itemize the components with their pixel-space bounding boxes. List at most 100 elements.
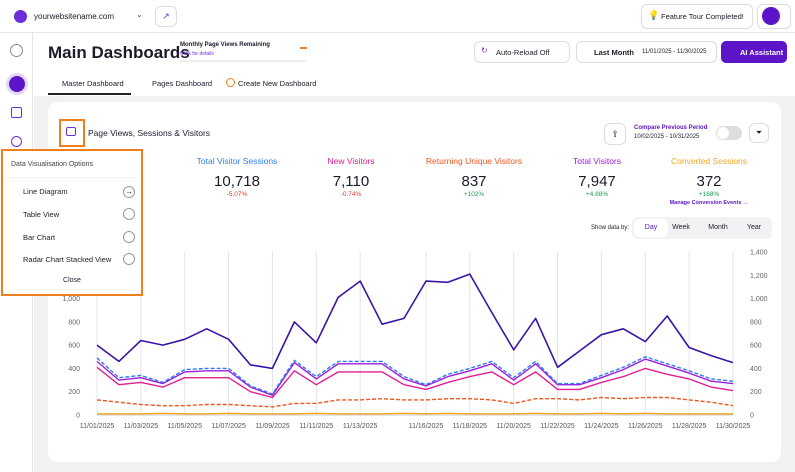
- page-title: Main Dashboards: [48, 43, 190, 62]
- export[interactable]: ⇪: [604, 123, 626, 145]
- compare-label: Compare Previous Period: [634, 125, 708, 131]
- stat-change: +4.88%: [585, 191, 609, 198]
- avatar: [762, 7, 780, 25]
- ai-button[interactable]: [721, 41, 787, 63]
- y-tick-label: 200: [68, 389, 80, 396]
- nav-collapse[interactable]: [10, 44, 23, 57]
- option[interactable]: Line Diagram: [23, 187, 68, 196]
- y2-tick-label: 1,200: [750, 273, 768, 280]
- quota-label: Monthly Page Views Remaining: [180, 42, 270, 48]
- series-line: [96, 356, 734, 395]
- site-name[interactable]: yourwebsitename.com: [34, 12, 115, 21]
- stat-value: 7,110: [332, 173, 370, 190]
- toggle-knob: [717, 127, 729, 139]
- manage-link[interactable]: Manage Conversion Events →: [669, 200, 749, 206]
- tour-text: Feature Tour Completed!: [661, 12, 744, 21]
- panel-title: Page Views, Sessions & Visitors: [88, 128, 211, 138]
- stat-value: 372: [696, 173, 722, 190]
- auto-reload-text: Auto-Reload Off: [496, 48, 550, 57]
- option-radio[interactable]: [123, 208, 135, 220]
- y-tick-label: 600: [68, 343, 80, 350]
- period: Last Month: [594, 48, 634, 57]
- segment[interactable]: Month: [708, 224, 728, 231]
- x-tick-label: 11/05/2025: [167, 423, 202, 430]
- site-icon: [14, 10, 27, 23]
- y-tick-label: 400: [68, 366, 80, 373]
- reload-icon: ↻: [481, 46, 488, 55]
- top-bar: [0, 0, 795, 33]
- tour-button[interactable]: [641, 4, 753, 29]
- stat-change: +168%: [698, 191, 720, 198]
- y2-tick-label: 200: [750, 389, 762, 396]
- x-tick-label: 11/11/2025: [299, 423, 333, 430]
- x-tick-label: 11/24/2025: [584, 423, 619, 430]
- stat-label: Converted Sessions: [670, 156, 748, 166]
- stat-change: +102%: [463, 191, 485, 198]
- viz-icon: [66, 127, 76, 136]
- stat-change: -5.07%: [226, 191, 248, 198]
- x-tick-label: 11/18/2025: [453, 423, 488, 430]
- x-tick-label: 11/26/2025: [628, 423, 663, 430]
- popup-title: Data Visualisation Options: [11, 161, 93, 168]
- y2-tick-label: 1,400: [750, 250, 768, 257]
- nav-item[interactable]: [11, 107, 22, 118]
- stat-label: New Visitors: [327, 156, 375, 166]
- quota-bar: [180, 60, 306, 62]
- x-tick-label: 11/13/2025: [343, 423, 378, 430]
- filter[interactable]: ⏷: [749, 123, 769, 143]
- segment[interactable]: Year: [746, 224, 762, 231]
- segment[interactable]: Week: [672, 224, 690, 231]
- ai-text: AI Assistant: [740, 48, 784, 57]
- period-select[interactable]: [576, 41, 717, 63]
- x-tick-label: 11/22/2025: [540, 423, 575, 430]
- option[interactable]: Radar Chart Stacked View: [23, 255, 112, 264]
- y2-tick-label: 1,000: [750, 296, 768, 303]
- site-chevron[interactable]: ⌄: [136, 10, 143, 19]
- option[interactable]: Bar Chart: [23, 233, 56, 242]
- option-radio[interactable]: →: [123, 186, 135, 198]
- y2-tick-label: 0: [750, 413, 754, 420]
- tab-underline: [48, 93, 131, 95]
- option[interactable]: Table View: [23, 210, 60, 219]
- series-line: [96, 273, 734, 370]
- x-tick-label: 11/09/2025: [255, 423, 290, 430]
- tab[interactable]: Master Dashboard: [62, 79, 124, 88]
- option-radio[interactable]: [123, 231, 135, 243]
- compare-range: 10/02/2025 - 10/31/2025: [634, 134, 700, 140]
- nav-dashboard[interactable]: [6, 73, 28, 95]
- card: [48, 102, 781, 462]
- quota-fill: [300, 47, 307, 49]
- series-line: [96, 396, 734, 408]
- viz-popup: Data Visualisation Options Line Diagram …: [1, 149, 143, 296]
- stat-value: 10,718: [214, 173, 260, 190]
- tab[interactable]: Pages Dashboard: [152, 79, 213, 88]
- viz-toggle[interactable]: [59, 119, 85, 147]
- series-line: [97, 412, 733, 415]
- stat-value: 837: [461, 173, 487, 190]
- y2-tick-label: 800: [750, 319, 762, 326]
- stat-label: Total Visitor Sessions: [196, 156, 278, 166]
- option-radio[interactable]: [123, 253, 135, 265]
- stat-value: 7,947: [578, 173, 616, 190]
- y2-tick-label: 400: [750, 366, 762, 373]
- quota-link[interactable]: Click for details: [180, 51, 214, 57]
- tab[interactable]: Create New Dashboard: [238, 79, 317, 88]
- nav-item[interactable]: [11, 136, 22, 147]
- show-by-label: Show data by:: [591, 225, 630, 231]
- date-range: 11/01/2025 - 11/30/2025: [642, 49, 707, 55]
- x-tick-label: 11/07/2025: [211, 423, 246, 430]
- y2-tick-label: 600: [750, 343, 762, 350]
- x-tick-label: 11/28/2025: [672, 423, 707, 430]
- x-tick-label: 11/20/2025: [496, 423, 531, 430]
- y-tick-label: 800: [68, 319, 80, 326]
- open-site[interactable]: ↗: [155, 6, 177, 27]
- x-tick-label: 11/16/2025: [409, 423, 444, 430]
- stat-change: -0.74%: [340, 191, 362, 198]
- close-button[interactable]: Close: [63, 277, 81, 284]
- stat-label: Returning Unique Visitors: [425, 156, 523, 166]
- segment[interactable]: Day: [634, 219, 668, 237]
- auto-reload[interactable]: [474, 41, 570, 63]
- divider: [7, 177, 137, 178]
- bulb-icon: 💡: [648, 10, 660, 20]
